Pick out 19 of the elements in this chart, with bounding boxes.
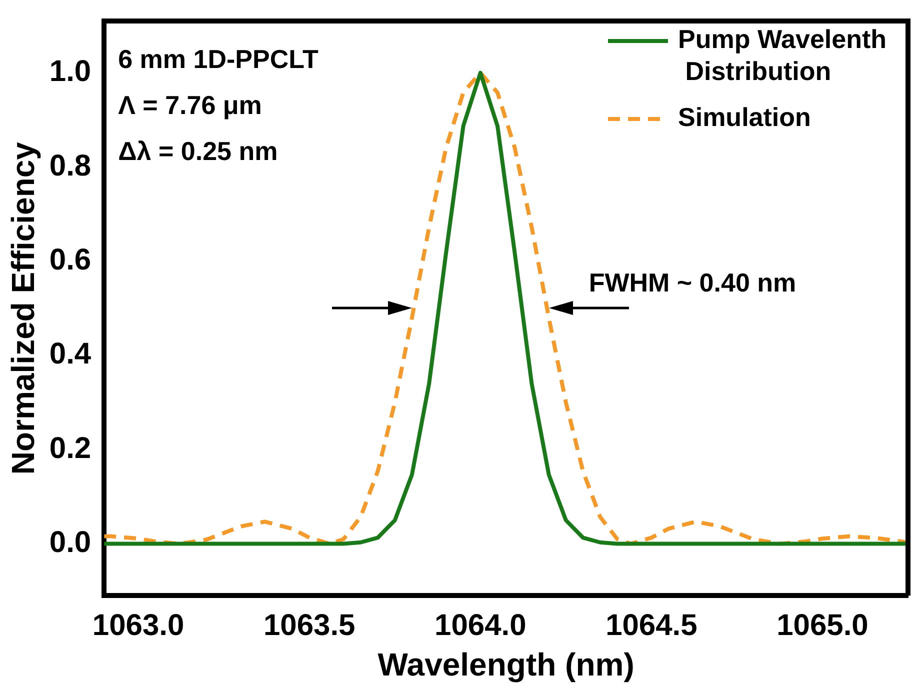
y-tick-label: 1.0 bbox=[49, 55, 92, 88]
legend-label: Simulation bbox=[678, 102, 811, 132]
y-axis-title: Normalized Efficiency bbox=[5, 142, 42, 475]
legend-label: Pump Wavelenth Distribution bbox=[678, 24, 887, 86]
annotation: Λ = 7.76 μm bbox=[118, 90, 262, 120]
annotation: Δλ = 0.25 nm bbox=[118, 136, 278, 166]
y-tick-label: 0.8 bbox=[49, 149, 92, 182]
y-tick-label: 0.2 bbox=[49, 432, 92, 465]
x-tick-label: 1064.0 bbox=[434, 608, 526, 642]
y-tick-label: 0.0 bbox=[49, 526, 92, 560]
x-tick-label: 1063.5 bbox=[263, 608, 356, 642]
y-tick-label: 0.4 bbox=[49, 338, 92, 371]
x-axis-title: Wavelength (nm) bbox=[378, 646, 634, 683]
annotation: FWHM ~ 0.40 nm bbox=[588, 267, 796, 298]
x-tick-label: 1065.0 bbox=[776, 608, 868, 642]
annotation: 6 mm 1D-PPCLT bbox=[118, 44, 319, 74]
x-tick-label: 1064.5 bbox=[606, 608, 698, 642]
x-tick-label: 1063.0 bbox=[92, 608, 184, 642]
y-tick-label: 0.6 bbox=[49, 243, 92, 276]
